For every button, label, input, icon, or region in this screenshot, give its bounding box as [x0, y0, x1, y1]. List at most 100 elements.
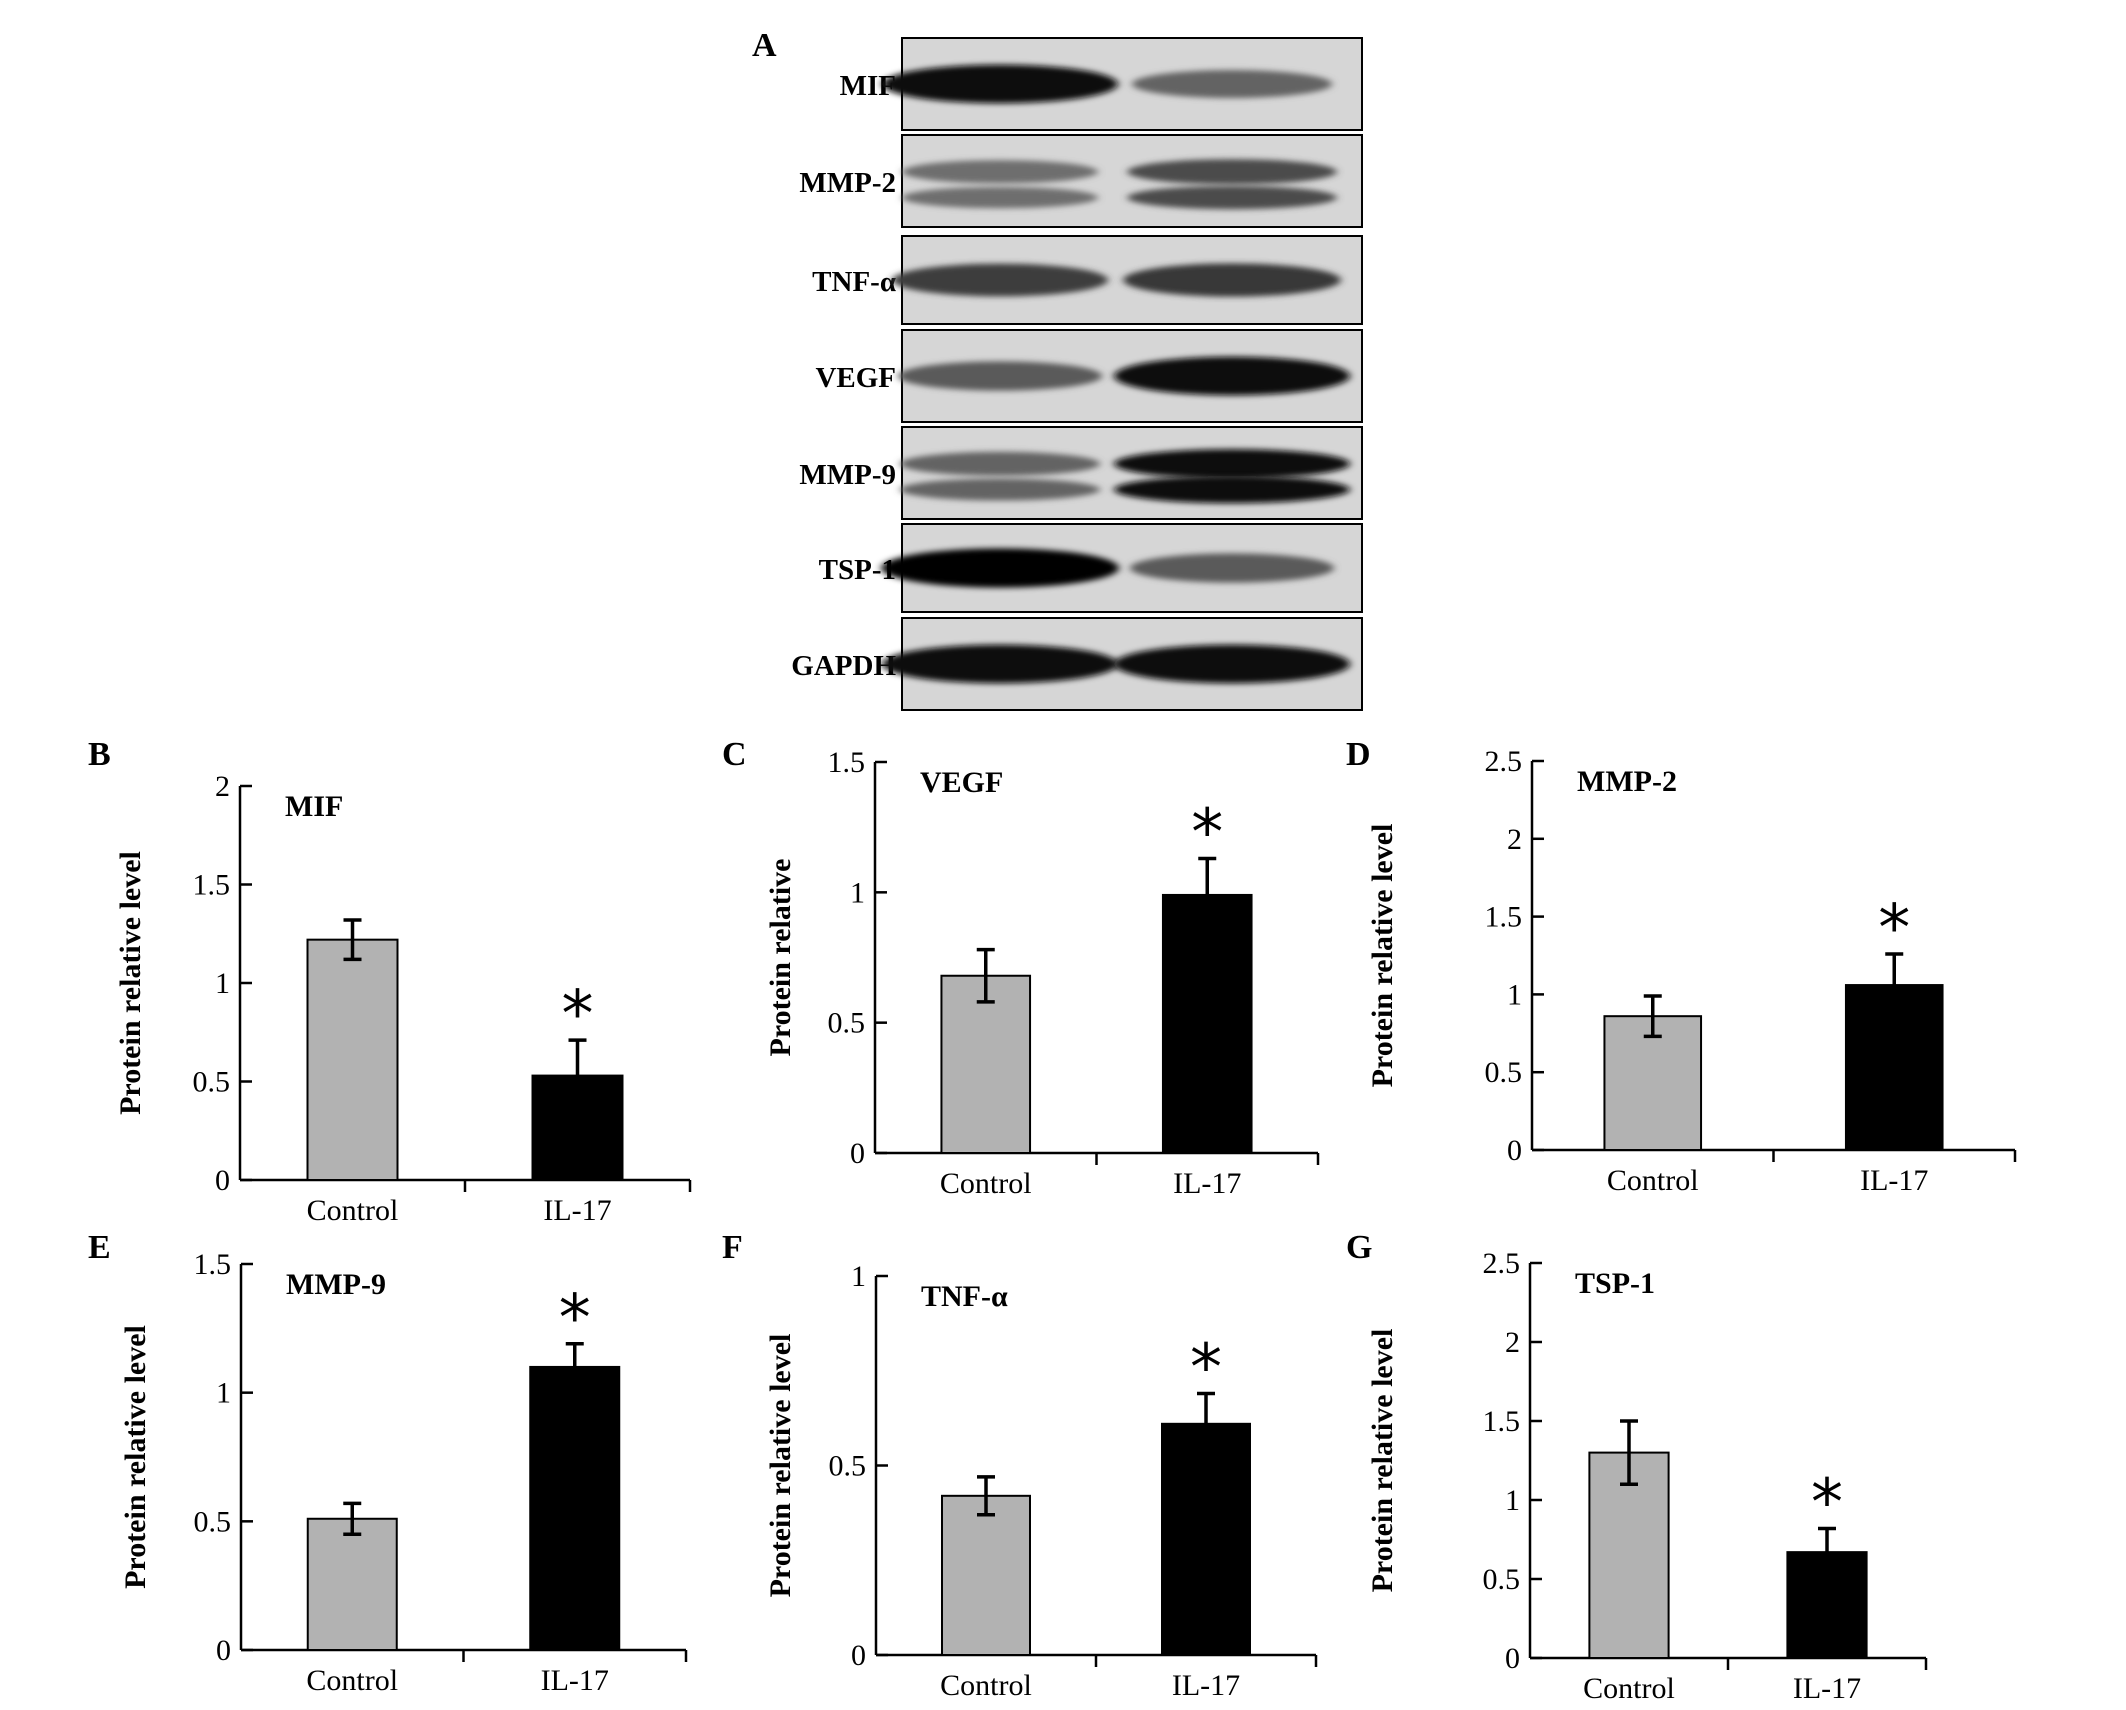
blot-band: [902, 186, 1098, 209]
y-tick-label: 1: [1507, 978, 1522, 1011]
blot-band: [1114, 449, 1350, 479]
x-tick-label: IL-17: [1172, 1669, 1240, 1702]
blot-band: [898, 361, 1102, 391]
y-tick-label: 0: [215, 1164, 230, 1197]
panel-letter: D: [1346, 736, 1371, 773]
bar-control: [306, 938, 399, 1181]
blot-mmp-2: MMP-2: [799, 134, 1363, 228]
bar-control: [1603, 1015, 1703, 1152]
x-tick-label: Control: [1583, 1672, 1675, 1705]
chart-title: TNF-α: [921, 1280, 1008, 1313]
bar-charts: B 0 0.5 1 1.5 2 Protein relative level MIF Contr…: [88, 736, 2017, 1705]
bar-control: [940, 974, 1032, 1154]
y-tick-label: 0: [850, 1137, 865, 1170]
blot-band: [881, 548, 1119, 588]
panel-letter: B: [88, 736, 111, 773]
x-tick-label: IL-17: [541, 1664, 609, 1697]
y-axis-label: Protein relative level: [1366, 1329, 1399, 1593]
x-tick-label: Control: [940, 1167, 1032, 1200]
panel-letter-a: A: [752, 27, 777, 64]
y-tick-label: 1.5: [1483, 1405, 1521, 1438]
chart-f: F 0 0.5 1 Protein relative level TNF-α Control…: [722, 1229, 1318, 1702]
blot-band: [1127, 159, 1337, 185]
significance-asterisk: *: [562, 978, 594, 1052]
significance-asterisk: *: [1190, 1331, 1222, 1405]
y-axis-label: Protein relative level: [119, 1325, 152, 1589]
blot-label: MMP-9: [799, 459, 896, 491]
blot-band: [1123, 263, 1341, 297]
y-tick-label: 2: [1505, 1326, 1520, 1359]
y-tick-label: 0: [851, 1639, 866, 1672]
blot-band: [882, 64, 1118, 104]
y-tick-label: 1.5: [828, 746, 866, 779]
blot-mif: MIF: [840, 37, 1363, 131]
blot-band: [882, 644, 1118, 684]
y-tick-label: 2.5: [1483, 1247, 1521, 1280]
blot-label: GAPDH: [791, 650, 896, 682]
chart-title: MMP-2: [1577, 765, 1677, 798]
bar-il17: [1161, 893, 1253, 1154]
blot-label: TNF-α: [812, 266, 896, 298]
y-tick-label: 1: [850, 876, 865, 909]
y-tick-label: 1: [215, 967, 230, 1000]
blot-band: [1114, 356, 1350, 396]
significance-asterisk: *: [1878, 892, 1910, 966]
chart-g: G 0 0.5 1 1.5 2 2.5 Protein relative level TSP-1…: [1346, 1229, 1928, 1705]
y-axis-label: Protein relative level: [114, 851, 147, 1115]
x-tick-label: IL-17: [1860, 1164, 1928, 1197]
y-tick-label: 0: [1505, 1642, 1520, 1675]
chart-d: D 0 0.5 1 1.5 2 2.5 Protein relative level MMP-2…: [1346, 736, 2017, 1197]
y-tick-label: 2: [215, 770, 230, 803]
blot-band: [900, 478, 1100, 501]
blot-band: [902, 160, 1098, 184]
blot-band: [1114, 644, 1350, 684]
significance-asterisk: *: [1811, 1466, 1843, 1540]
bar-control: [306, 1517, 398, 1652]
blot-gapdh: GAPDH: [791, 617, 1363, 711]
chart-title: MIF: [285, 790, 343, 823]
blot-band: [900, 451, 1100, 476]
chart-title: TSP-1: [1575, 1267, 1655, 1300]
blot-vegf: VEGF: [815, 329, 1363, 423]
y-axis-label: Protein relative level: [764, 1334, 797, 1598]
bar-il17: [1161, 1422, 1251, 1657]
y-tick-label: 1: [216, 1377, 231, 1410]
x-tick-label: Control: [940, 1669, 1032, 1702]
chart-e: E 0 0.5 1 1.5 Protein relative level MMP-9 Cont…: [88, 1229, 688, 1697]
x-tick-label: Control: [1607, 1164, 1699, 1197]
blot-mmp-9: MMP-9: [799, 426, 1363, 520]
blot-tsp-1: TSP-1: [819, 523, 1363, 613]
blot-band: [892, 263, 1108, 297]
y-tick-label: 1.5: [193, 869, 231, 902]
chart-c: C 0 0.5 1 1.5 Protein relative VEGF Control * IL-…: [722, 736, 1320, 1200]
western-blot-panel: A MIF MMP-2 TNF-α VEGF MMP-9 TSP-1 GAPDH: [752, 27, 1363, 711]
significance-asterisk: *: [1191, 796, 1223, 870]
x-tick-label: IL-17: [1173, 1167, 1241, 1200]
chart-b: B 0 0.5 1 1.5 2 Protein relative level MIF Contr…: [88, 736, 692, 1227]
y-tick-label: 0.5: [1485, 1056, 1523, 1089]
y-tick-label: 0.5: [1483, 1563, 1521, 1596]
x-tick-label: IL-17: [1793, 1672, 1861, 1705]
x-tick-label: Control: [307, 1194, 399, 1227]
panel-letter: E: [88, 1229, 111, 1266]
y-tick-label: 0.5: [194, 1505, 232, 1538]
y-tick-label: 2.5: [1485, 745, 1523, 778]
y-axis-label: Protein relative: [764, 859, 797, 1057]
y-tick-label: 0.5: [193, 1066, 231, 1099]
bar-control: [1588, 1451, 1670, 1659]
y-tick-label: 0: [1507, 1134, 1522, 1167]
y-tick-label: 1: [1505, 1484, 1520, 1517]
x-tick-label: IL-17: [543, 1194, 611, 1227]
blot-band: [1132, 70, 1332, 98]
panel-letter: C: [722, 736, 747, 773]
y-tick-label: 0.5: [828, 1007, 866, 1040]
bar-il17: [1844, 984, 1944, 1152]
bar-il17: [529, 1365, 621, 1652]
blot-label: MMP-2: [799, 167, 896, 199]
bar-control: [941, 1494, 1031, 1656]
y-tick-label: 0: [216, 1634, 231, 1667]
blot-band: [1114, 475, 1350, 504]
blot-tnf-: TNF-α: [812, 235, 1363, 325]
y-tick-label: 1: [851, 1260, 866, 1293]
